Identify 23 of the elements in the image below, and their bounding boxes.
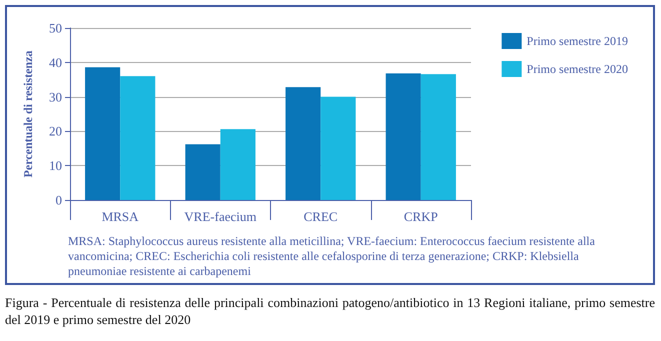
bar <box>185 144 220 200</box>
y-tick-label: 40 <box>49 54 62 70</box>
text: MRSA: Staphylococcus aureus resistente alla meticillina; VRE-faecium: Enterococcus faecium resistente alla vancomicina; CREC: Escherichia coli resistente alle cefalosporine di terza generazione; CRKP: Klebsiella pneumoniae resistente ai carbapenemi <box>68 234 596 279</box>
y-tick-label: 20 <box>49 124 62 139</box>
text: Figura - Percentuale di resistenza delle principali combinazioni patogeno/antibiotico in 13 Regioni italiane, primo semestre del 2019 e primo semestre del 2020 <box>5 294 655 328</box>
bar <box>420 74 456 200</box>
y-tick-label: 50 <box>49 20 62 36</box>
y-tick-label: 10 <box>49 158 62 174</box>
x-tick-label: CRKP <box>404 209 438 224</box>
x-tick-label: CREC <box>304 209 338 224</box>
y-axis-title: Percentuale di resistenza <box>21 50 35 178</box>
y-tick-label: 30 <box>49 89 62 104</box>
bar <box>220 129 256 200</box>
x-tick-label: MRSA <box>102 209 140 224</box>
bar <box>386 73 421 200</box>
y-tick-label: 0 <box>56 192 62 208</box>
bar <box>120 76 156 200</box>
bar <box>286 87 321 200</box>
bar <box>320 96 356 200</box>
bar <box>85 67 120 200</box>
x-tick-label: VRE-faecium <box>184 209 256 224</box>
legend-label: Primo semestre 2019 <box>526 34 628 48</box>
legend-label: Primo semestre 2020 <box>526 62 628 76</box>
